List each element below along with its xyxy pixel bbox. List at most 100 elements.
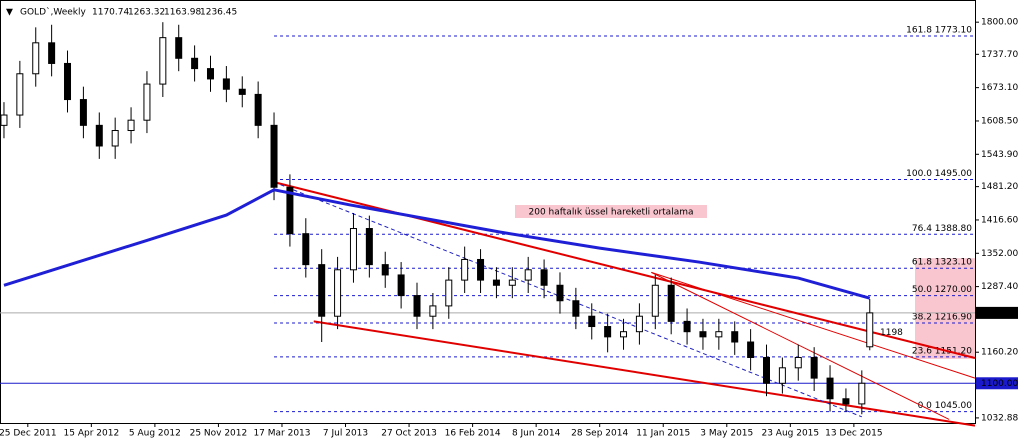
candle-body bbox=[206, 68, 214, 80]
candle-body bbox=[222, 78, 230, 90]
candle-body bbox=[683, 320, 691, 333]
candle-body bbox=[540, 269, 548, 286]
fib-label: 0.0 1045.00 bbox=[918, 401, 973, 411]
x-tick-label: 7 Jul 2013 bbox=[323, 429, 368, 439]
candle-body bbox=[866, 312, 874, 348]
candle-body bbox=[826, 377, 834, 400]
x-tick-label: 11 Jan 2015 bbox=[636, 429, 690, 439]
candle-body bbox=[731, 331, 739, 343]
trendline bbox=[651, 271, 976, 379]
candle-body bbox=[191, 57, 199, 70]
candle-body bbox=[302, 233, 310, 266]
trendline bbox=[313, 320, 976, 427]
y-tick-label: 1608.50 bbox=[981, 116, 1018, 126]
y-tick-label: 1673.10 bbox=[981, 83, 1018, 93]
y-tick-label: 1352.00 bbox=[981, 249, 1018, 259]
x-tick-label: 8 Jun 2014 bbox=[512, 429, 561, 439]
fib-label: 76.4 1388.80 bbox=[912, 224, 972, 234]
candle-body bbox=[778, 367, 786, 384]
candle-body bbox=[699, 331, 707, 338]
header-high: 1263.32 bbox=[128, 8, 165, 18]
level-label-box bbox=[976, 377, 1018, 390]
candle-body bbox=[349, 228, 357, 271]
candle-body bbox=[334, 269, 342, 317]
candle-body bbox=[604, 326, 612, 338]
candle-body bbox=[127, 119, 135, 132]
fib-label: 161.8 1773.10 bbox=[906, 26, 972, 36]
candle-body bbox=[572, 300, 580, 317]
candle-body bbox=[381, 264, 389, 276]
x-tick-label: 27 Oct 2013 bbox=[381, 429, 437, 439]
candle-body bbox=[715, 331, 723, 338]
x-tick-label: 13 Dec 2015 bbox=[825, 429, 883, 439]
fib-label: 100.0 1495.00 bbox=[906, 169, 972, 179]
candle-body bbox=[64, 62, 72, 101]
moving-average bbox=[3, 188, 871, 300]
symbol: GOLD`,Weekly bbox=[20, 7, 87, 18]
y-tick-label: 1416.60 bbox=[981, 215, 1018, 225]
y-tick-label: 1287.40 bbox=[981, 282, 1018, 292]
y-tick-label: 1800.00 bbox=[981, 18, 1018, 28]
candle-body bbox=[620, 331, 628, 338]
marker-level-label: 1198 bbox=[880, 328, 903, 338]
fib-label: 61.8 1323.10 bbox=[912, 258, 972, 268]
candle-body bbox=[365, 228, 373, 266]
bid-label-box bbox=[976, 306, 1018, 319]
collapse-arrow: ▼ bbox=[6, 8, 13, 18]
candle-body bbox=[762, 356, 770, 384]
fib-label: 50.0 1270.00 bbox=[912, 285, 972, 295]
candle-body bbox=[175, 37, 183, 59]
candle-body bbox=[635, 315, 643, 333]
candle-body bbox=[143, 83, 151, 121]
candle-body bbox=[79, 99, 87, 126]
annotation-box bbox=[515, 205, 707, 218]
candle-body bbox=[667, 284, 675, 322]
x-tick-label: 5 Aug 2012 bbox=[129, 429, 181, 439]
candle-body bbox=[524, 269, 532, 281]
header-low: 1163.98 bbox=[164, 8, 201, 18]
fib-label: 23.6 1151.20 bbox=[912, 346, 972, 356]
y-tick-label: 1737.70 bbox=[981, 50, 1018, 60]
x-tick-label: 23 Aug 2015 bbox=[761, 429, 819, 439]
candle-body bbox=[270, 124, 278, 188]
candle-body bbox=[477, 258, 485, 281]
y-tick-label: 1481.20 bbox=[981, 182, 1018, 192]
fib-zone bbox=[915, 258, 975, 359]
x-tick-label: 17 Mar 2013 bbox=[253, 429, 310, 439]
candle-body bbox=[810, 356, 818, 379]
trendline bbox=[651, 271, 950, 420]
candle-body bbox=[286, 186, 294, 235]
bid-label: 1236.45 bbox=[981, 308, 1018, 318]
candle-body bbox=[588, 315, 596, 328]
y-tick-label: 1032.88 bbox=[981, 413, 1018, 423]
candle-body bbox=[32, 42, 40, 75]
candle-body bbox=[492, 279, 500, 286]
y-tick-label: 1160.20 bbox=[981, 348, 1018, 358]
candle-body bbox=[254, 93, 262, 126]
candle-body bbox=[445, 279, 453, 307]
candle-body bbox=[429, 305, 437, 317]
level-label: 1100.00 bbox=[981, 379, 1018, 389]
candle-body bbox=[842, 398, 850, 405]
candle-body bbox=[397, 274, 405, 297]
x-tick-label: 16 Feb 2014 bbox=[445, 429, 501, 439]
candle-body bbox=[95, 124, 103, 147]
candle-body bbox=[318, 264, 326, 317]
candle-body bbox=[508, 279, 516, 286]
candle-body bbox=[16, 73, 24, 116]
candle-body bbox=[556, 284, 564, 302]
candle-body bbox=[48, 42, 56, 64]
x-tick-label: 25 Nov 2012 bbox=[190, 429, 248, 439]
x-tick-label: 28 Sep 2014 bbox=[571, 429, 628, 439]
candle-body bbox=[858, 382, 866, 405]
annotation: 200 haftalık üssel hareketli ortalama bbox=[529, 208, 694, 218]
y-tick-label: 1543.90 bbox=[981, 150, 1018, 160]
candle-body bbox=[794, 356, 802, 369]
candle-body bbox=[651, 284, 659, 317]
x-tick-label: 15 Apr 2012 bbox=[64, 429, 120, 439]
candle-body bbox=[747, 341, 755, 358]
header-open: 1170.74 bbox=[92, 8, 129, 18]
candle-body bbox=[111, 130, 119, 147]
